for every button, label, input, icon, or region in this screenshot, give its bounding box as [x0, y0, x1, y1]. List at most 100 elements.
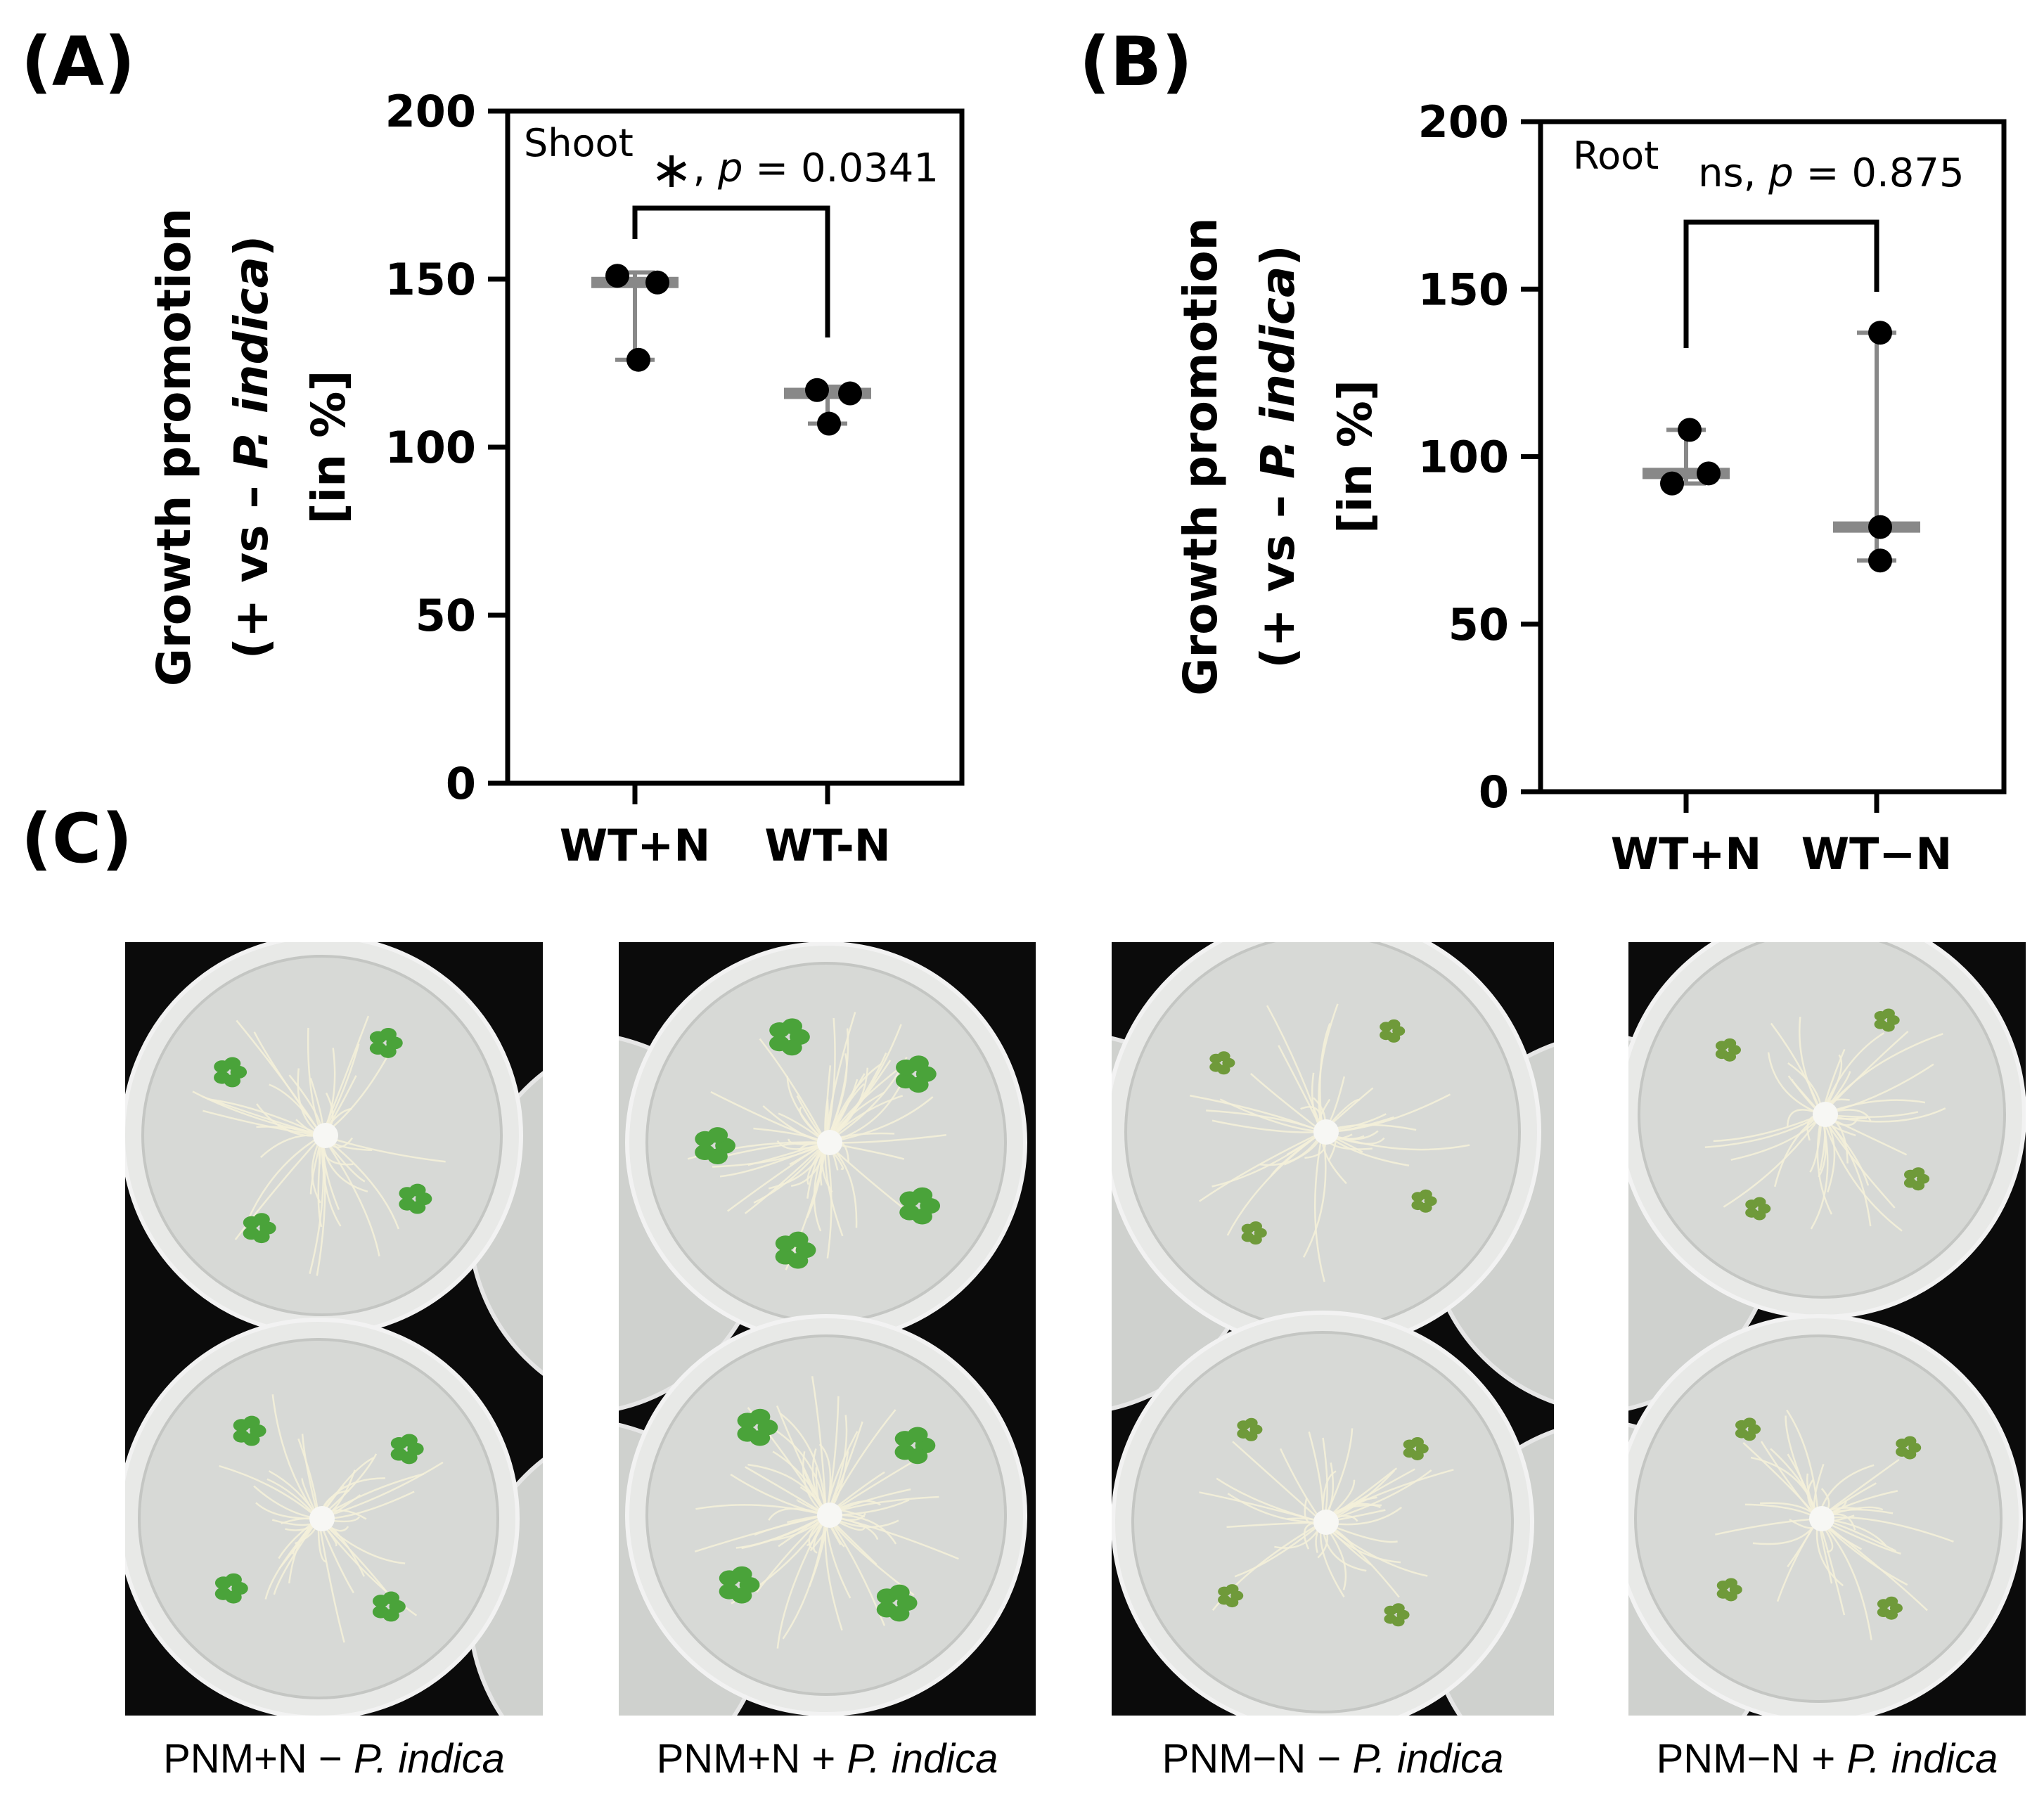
root-strand	[192, 1090, 323, 1137]
data-point	[1660, 471, 1684, 496]
seedling-leaf	[769, 1035, 790, 1052]
seedling-leaf	[788, 1231, 809, 1248]
data-point	[1868, 321, 1892, 345]
data-point	[626, 347, 650, 372]
y-tick-label: 50	[416, 590, 476, 641]
root-strand	[321, 1135, 400, 1230]
y-axis-label-a: Growth promotion (+ vs – P. indica) [in …	[147, 208, 356, 686]
seedling-leaf	[1896, 1446, 1909, 1457]
seedling-leaf	[1903, 1436, 1917, 1446]
seedling-leaf	[907, 1427, 928, 1443]
seedling-leaf	[1411, 1200, 1425, 1211]
y-tick-label: 150	[1418, 264, 1509, 315]
data-point	[1868, 515, 1892, 539]
data-marks	[1643, 321, 1920, 573]
inset-label-shoot: Shoot	[524, 121, 634, 165]
data-point	[817, 411, 841, 436]
y-axis-label-line3: [in %]	[302, 370, 356, 524]
seedling-leaf	[214, 1587, 232, 1600]
plot-frame	[505, 108, 965, 786]
fungal-plug	[1313, 1119, 1339, 1145]
seedling-leaf	[1387, 1019, 1401, 1029]
caption-3: PNM−N − P. indica	[1162, 1736, 1504, 1782]
root-strand	[1816, 1114, 1833, 1215]
root-strand	[759, 1038, 828, 1143]
root-strand	[1821, 1031, 1909, 1115]
seedling-leaf	[912, 1187, 933, 1204]
root-strand	[1199, 1131, 1323, 1202]
seedling-leaf	[719, 1583, 740, 1600]
root-strand	[1211, 1119, 1323, 1133]
root-strand	[1234, 1521, 1323, 1578]
root-strand	[301, 1434, 320, 1519]
x-tick-label: WT−N	[1801, 828, 1953, 880]
caption-1: PNM+N − P. indica	[163, 1736, 505, 1782]
root-strand	[1785, 1415, 1820, 1519]
seedling-leaf	[707, 1127, 728, 1143]
y-axis-label-line1: Growth promotion	[147, 208, 201, 686]
photo-pnm-plus-n-plus-pindica	[619, 942, 1036, 1716]
y-axis-label-line1: Growth promotion	[1174, 217, 1228, 695]
fungal-plug	[817, 1503, 842, 1528]
seedling-leaf	[1217, 1051, 1230, 1062]
root-strand	[825, 1409, 896, 1516]
photo-pnm-minus-n-plus-pindica	[1628, 942, 2026, 1716]
y-tick-label: 100	[1418, 432, 1509, 483]
fungal-plug	[1313, 1510, 1339, 1535]
seedling-leaf	[899, 1204, 920, 1221]
seedling-leaf	[383, 1591, 400, 1604]
seedling-leaf	[399, 1197, 416, 1211]
root-strand	[712, 1141, 827, 1168]
data-point	[838, 381, 862, 406]
x-tick-label: WT+N	[1611, 828, 1762, 880]
petri-photo	[1628, 942, 2026, 1716]
seedling-leaf	[1237, 1429, 1250, 1439]
seedling-leaf	[1745, 1207, 1759, 1218]
significance-text: ns, p = 0.875	[1698, 150, 1965, 196]
root-strand	[1211, 1131, 1323, 1188]
significance-bracket: ∗, p = 0.0341	[632, 140, 939, 337]
significance-text: ∗, p = 0.0341	[650, 140, 939, 199]
seedling-leaf	[1241, 1232, 1254, 1242]
root-strand	[1313, 1131, 1325, 1282]
seedling-leaf	[225, 1573, 242, 1586]
root-strand	[246, 1134, 323, 1222]
y-axis-label-line2: (+ vs – P. indica)	[224, 236, 278, 659]
seedling-leaf	[1725, 1578, 1738, 1588]
root-strand	[811, 1376, 828, 1516]
chart-b-root: Growth promotion (+ vs – P. indica) [in …	[1174, 96, 2007, 880]
root-strand	[1798, 1017, 1823, 1115]
y-axis-label-line2: (+ vs – P. indica)	[1251, 245, 1305, 668]
seedling-leaf	[1716, 1588, 1730, 1599]
seedling-leaf	[1380, 1030, 1393, 1041]
root-strand	[1820, 1032, 1885, 1115]
seedling-leaf	[782, 1018, 802, 1034]
seedling-leaf	[1753, 1197, 1766, 1207]
seedling-leaf	[1885, 1596, 1898, 1607]
seedling-leaf	[895, 1072, 916, 1089]
seedling-leaf	[894, 1443, 915, 1460]
seedling-leaf	[737, 1426, 758, 1442]
seedling-leaf	[1419, 1189, 1432, 1199]
fungal-plug	[817, 1130, 842, 1155]
seedling-leaf	[253, 1213, 270, 1226]
root-strand	[813, 1142, 828, 1232]
root-strand	[754, 1514, 827, 1536]
root-strand	[321, 1135, 342, 1227]
root-strand	[1786, 1409, 1820, 1519]
seedling-leaf	[1715, 1049, 1728, 1060]
root-strand	[786, 1076, 827, 1143]
seedling-leaf	[1877, 1607, 1890, 1618]
y-axis-label-b: Growth promotion (+ vs – P. indica) [in …	[1174, 217, 1382, 695]
y-tick-label: 100	[385, 422, 476, 473]
root-strand	[1266, 1005, 1324, 1133]
fungal-plug	[1809, 1506, 1834, 1531]
seedling-leaf	[224, 1057, 241, 1070]
seedling-leaf	[409, 1183, 426, 1197]
root-strand	[1216, 1477, 1323, 1524]
seedling-leaf	[369, 1041, 387, 1055]
inset-label-root: Root	[1573, 134, 1659, 178]
data-point	[1868, 548, 1892, 573]
seedling-leaf	[390, 1448, 408, 1461]
root-strand	[1250, 1072, 1323, 1133]
